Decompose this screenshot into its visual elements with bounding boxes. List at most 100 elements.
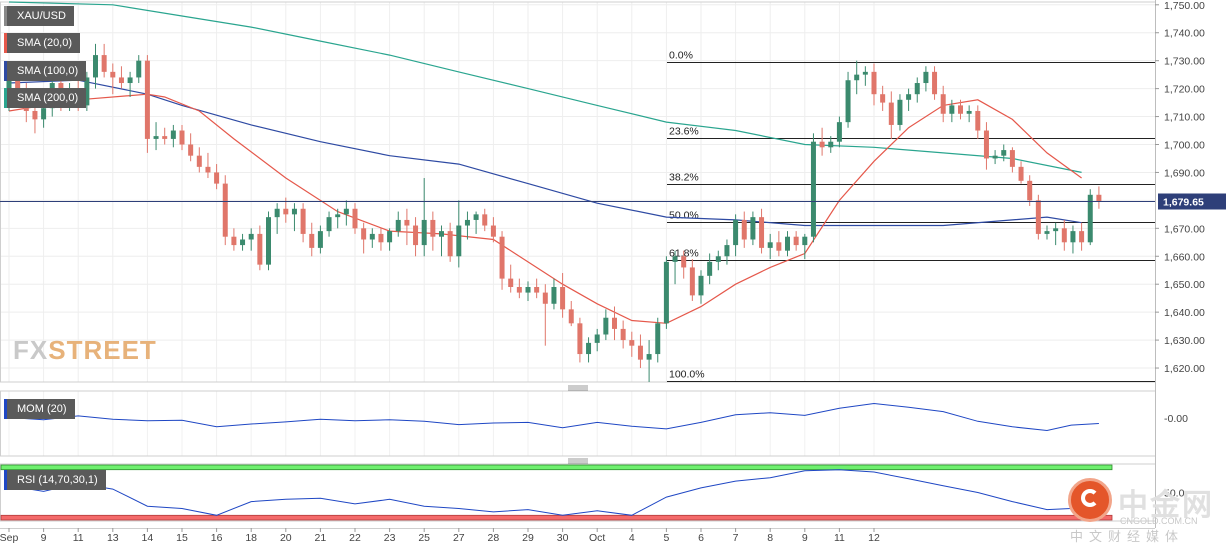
cngold-subtitle: 中文财经媒体 — [1070, 530, 1185, 545]
candle-body — [629, 340, 635, 346]
candle — [594, 328, 600, 352]
candle — [966, 105, 972, 123]
y-tick-label: 1,750.00 — [1164, 0, 1205, 12]
candle-body — [41, 108, 47, 120]
y-tick-label: 1,620.00 — [1164, 363, 1205, 375]
candle — [958, 99, 963, 120]
x-tick-label: 9 — [802, 532, 808, 544]
candle — [136, 55, 142, 84]
candle — [352, 203, 358, 234]
candle-body — [568, 309, 574, 324]
candle-body — [862, 71, 868, 75]
candle — [923, 66, 929, 92]
rsi-legend[interactable]: RSI (14,70,30,1) — [4, 470, 106, 490]
candle — [456, 200, 462, 268]
candle-body — [958, 105, 963, 114]
candle-body — [490, 225, 496, 237]
candle-body — [274, 208, 280, 218]
candle-body — [317, 231, 323, 248]
candle — [975, 105, 981, 139]
x-tick-label: 4 — [629, 532, 635, 544]
x-tick-label: 15 — [176, 532, 188, 544]
candle — [525, 281, 531, 301]
candle-body — [646, 354, 652, 360]
candle — [1018, 161, 1024, 184]
candle-body — [1061, 228, 1067, 243]
sma20-legend[interactable]: SMA (20,0) — [4, 33, 81, 53]
instrument-label[interactable]: XAU/USD — [4, 6, 74, 26]
x-tick-label: 5 — [663, 532, 669, 544]
candle — [646, 340, 652, 382]
cngold-name: 中金网 — [1118, 488, 1214, 523]
candle-body — [542, 292, 548, 304]
candle-body — [560, 287, 566, 310]
resize-handle-icon[interactable] — [568, 458, 588, 464]
cngold-logo-icon — [1068, 478, 1112, 522]
x-tick-label: 20 — [280, 532, 292, 544]
panel-resize-handles[interactable] — [568, 385, 588, 464]
candle-body — [516, 287, 522, 293]
candle-body — [179, 130, 185, 145]
candle-body — [802, 236, 808, 246]
candle-body — [110, 71, 116, 78]
candle — [637, 334, 643, 369]
candle — [568, 300, 574, 327]
candle — [162, 127, 168, 145]
candle — [439, 225, 444, 257]
candle — [940, 85, 946, 123]
candle-body — [819, 141, 825, 148]
candle — [914, 77, 920, 103]
candle — [248, 228, 254, 251]
cngold-watermark: 中金网 CNGOLD.COM.CN 中文财经媒体 — [1068, 478, 1223, 546]
candle — [741, 211, 747, 248]
candle — [862, 66, 868, 86]
candle-body — [248, 233, 254, 240]
candle-body — [482, 214, 488, 226]
candle-body — [413, 225, 419, 246]
candle — [482, 208, 488, 232]
candle-body — [1070, 231, 1076, 243]
candle-body — [1079, 231, 1085, 243]
candle-body — [335, 214, 341, 218]
candle — [1070, 225, 1076, 254]
mom-legend[interactable]: MOM (20) — [4, 399, 75, 419]
sma200-line — [8, 1, 1082, 173]
candle-body — [439, 231, 444, 237]
candle — [361, 222, 367, 254]
candle-body — [525, 287, 531, 293]
candle-body — [1035, 200, 1041, 234]
y-tick-label: 1,730.00 — [1164, 56, 1205, 68]
candle — [274, 203, 280, 234]
candle — [534, 278, 540, 299]
candle-body — [776, 242, 782, 251]
candle — [110, 63, 116, 95]
sma200-legend[interactable]: SMA (200,0) — [4, 88, 87, 108]
candle-body — [707, 261, 713, 276]
candle — [153, 122, 159, 151]
candle — [179, 124, 185, 151]
candle — [1009, 147, 1015, 173]
y-tick-label: 1,650.00 — [1164, 279, 1205, 291]
candle-body — [144, 60, 150, 139]
candle-body — [430, 219, 436, 237]
candle-body — [914, 83, 920, 95]
candle — [906, 88, 912, 111]
candle-body — [136, 60, 142, 78]
candle-body — [828, 141, 834, 148]
resize-handle-icon[interactable] — [568, 385, 588, 391]
candle — [266, 211, 271, 271]
candle — [707, 253, 713, 285]
candle-body — [32, 110, 38, 120]
momentum-axis-label: -0.00 — [1164, 413, 1188, 425]
candle — [845, 71, 851, 128]
candle — [240, 233, 246, 251]
candle — [577, 317, 583, 363]
candle-body — [387, 231, 393, 243]
candle — [560, 273, 566, 318]
momentum-panel: -0.00 — [8, 402, 1188, 432]
x-tick-label: 6 — [698, 532, 704, 544]
sma100-legend[interactable]: SMA (100,0) — [4, 61, 87, 81]
x-tick-label: 16 — [211, 532, 223, 544]
candle — [655, 317, 661, 363]
candle-body — [170, 130, 176, 139]
